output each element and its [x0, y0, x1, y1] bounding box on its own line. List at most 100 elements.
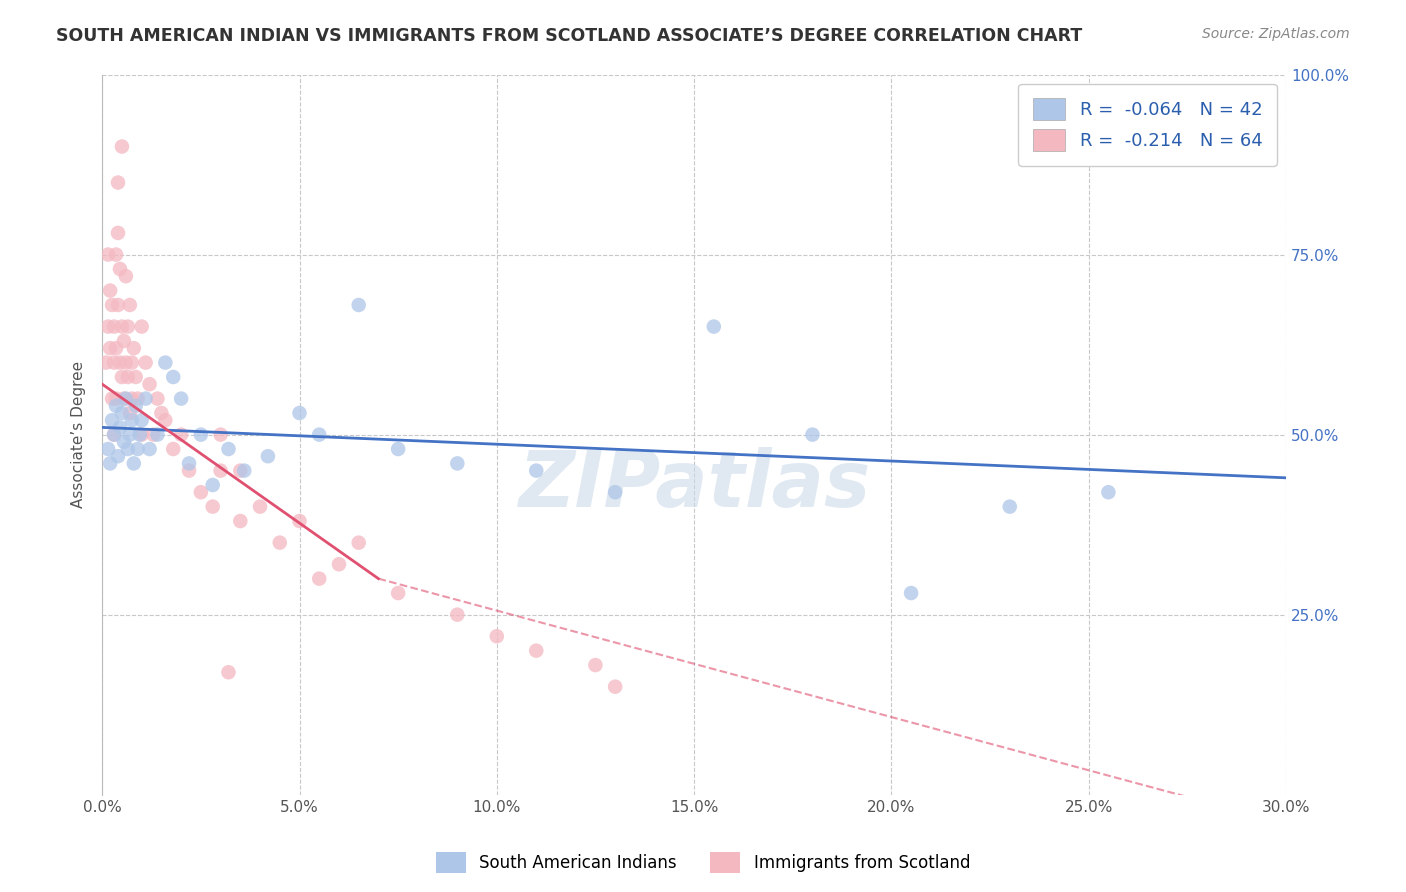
Point: [122, 457, 145, 471]
Point: [170, 392, 193, 406]
Point: [308, 427, 330, 442]
Point: [97, 247, 120, 261]
Point: [103, 319, 125, 334]
Point: [117, 319, 139, 334]
Point: [249, 500, 271, 514]
Point: [162, 442, 184, 456]
Point: [101, 298, 124, 312]
Point: [150, 406, 173, 420]
Point: [108, 355, 131, 369]
Point: [107, 226, 129, 240]
Point: [125, 399, 148, 413]
Point: [308, 572, 330, 586]
Point: [131, 413, 153, 427]
Point: [605, 680, 627, 694]
Point: [115, 355, 138, 369]
Point: [257, 449, 280, 463]
Point: [135, 392, 157, 406]
Point: [170, 427, 193, 442]
Point: [118, 406, 141, 420]
Point: [177, 464, 200, 478]
Point: [288, 514, 311, 528]
Point: [105, 392, 128, 406]
Point: [146, 427, 169, 442]
Point: [107, 298, 129, 312]
Point: [233, 464, 256, 478]
Point: [190, 485, 212, 500]
Point: [127, 392, 149, 406]
Point: [900, 586, 922, 600]
Point: [138, 377, 160, 392]
Point: [103, 427, 125, 442]
Point: [101, 413, 124, 427]
Point: [127, 442, 149, 456]
Point: [218, 442, 240, 456]
Point: [107, 176, 129, 190]
Point: [209, 464, 232, 478]
Point: [288, 406, 311, 420]
Point: [117, 442, 139, 456]
Point: [101, 392, 124, 406]
Point: [229, 514, 252, 528]
Point: [115, 269, 138, 284]
Point: [190, 427, 212, 442]
Point: [98, 341, 121, 355]
Point: [524, 464, 547, 478]
Point: [218, 665, 240, 680]
Point: [111, 139, 134, 153]
Point: [111, 319, 134, 334]
Point: [103, 427, 125, 442]
Point: [155, 355, 177, 369]
Point: [347, 535, 370, 549]
Point: [1097, 485, 1119, 500]
Point: [105, 399, 128, 413]
Point: [177, 457, 200, 471]
Point: [128, 427, 150, 442]
Point: [583, 658, 606, 673]
Point: [229, 464, 252, 478]
Point: [115, 392, 138, 406]
Point: [97, 319, 120, 334]
Y-axis label: Associate’s Degree: Associate’s Degree: [72, 361, 86, 508]
Point: [387, 586, 409, 600]
Point: [138, 442, 160, 456]
Point: [125, 370, 148, 384]
Point: [103, 355, 125, 369]
Legend: South American Indians, Immigrants from Scotland: South American Indians, Immigrants from …: [429, 846, 977, 880]
Point: [117, 370, 139, 384]
Point: [201, 478, 224, 492]
Point: [201, 500, 224, 514]
Point: [108, 262, 131, 277]
Point: [446, 607, 468, 622]
Point: [605, 485, 627, 500]
Point: [347, 298, 370, 312]
Point: [97, 442, 120, 456]
Point: [131, 427, 153, 442]
Point: [485, 629, 508, 643]
Point: [328, 558, 350, 572]
Point: [122, 341, 145, 355]
Point: [96, 355, 118, 369]
Point: [446, 457, 468, 471]
Point: [209, 427, 232, 442]
Text: ZIPatlas: ZIPatlas: [517, 447, 870, 523]
Point: [107, 449, 129, 463]
Point: [118, 427, 141, 442]
Point: [112, 392, 135, 406]
Point: [105, 247, 128, 261]
Point: [162, 370, 184, 384]
Point: [98, 284, 121, 298]
Point: [121, 355, 143, 369]
Point: [131, 319, 153, 334]
Point: [135, 355, 157, 369]
Point: [112, 334, 135, 348]
Point: [524, 643, 547, 657]
Point: [142, 427, 165, 442]
Point: [111, 406, 134, 420]
Point: [121, 413, 143, 427]
Point: [269, 535, 291, 549]
Legend: R =  -0.064   N = 42, R =  -0.214   N = 64: R = -0.064 N = 42, R = -0.214 N = 64: [1018, 84, 1277, 166]
Point: [155, 413, 177, 427]
Point: [108, 420, 131, 434]
Point: [801, 427, 824, 442]
